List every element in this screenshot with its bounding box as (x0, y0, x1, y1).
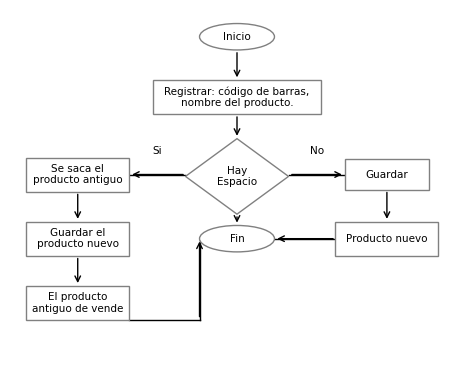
Text: Hay
Espacio: Hay Espacio (217, 165, 257, 187)
FancyBboxPatch shape (26, 157, 129, 192)
FancyBboxPatch shape (153, 80, 321, 114)
Text: Inicio: Inicio (223, 32, 251, 42)
Text: Producto nuevo: Producto nuevo (346, 234, 428, 244)
FancyBboxPatch shape (336, 222, 438, 256)
Text: Si: Si (153, 146, 162, 155)
Text: Guardar el
producto nuevo: Guardar el producto nuevo (36, 228, 118, 249)
Text: Registrar: código de barras,
nombre del producto.: Registrar: código de barras, nombre del … (164, 86, 310, 108)
FancyBboxPatch shape (345, 159, 429, 190)
Text: Guardar: Guardar (365, 170, 408, 180)
Polygon shape (185, 139, 289, 214)
Text: No: No (310, 146, 324, 155)
Ellipse shape (200, 23, 274, 50)
Text: Se saca el
producto antiguo: Se saca el producto antiguo (33, 164, 123, 185)
Text: Fin: Fin (229, 234, 245, 244)
FancyBboxPatch shape (26, 286, 129, 320)
Text: El producto
antiguo de vende: El producto antiguo de vende (32, 292, 123, 314)
FancyBboxPatch shape (26, 222, 129, 256)
Ellipse shape (200, 226, 274, 252)
